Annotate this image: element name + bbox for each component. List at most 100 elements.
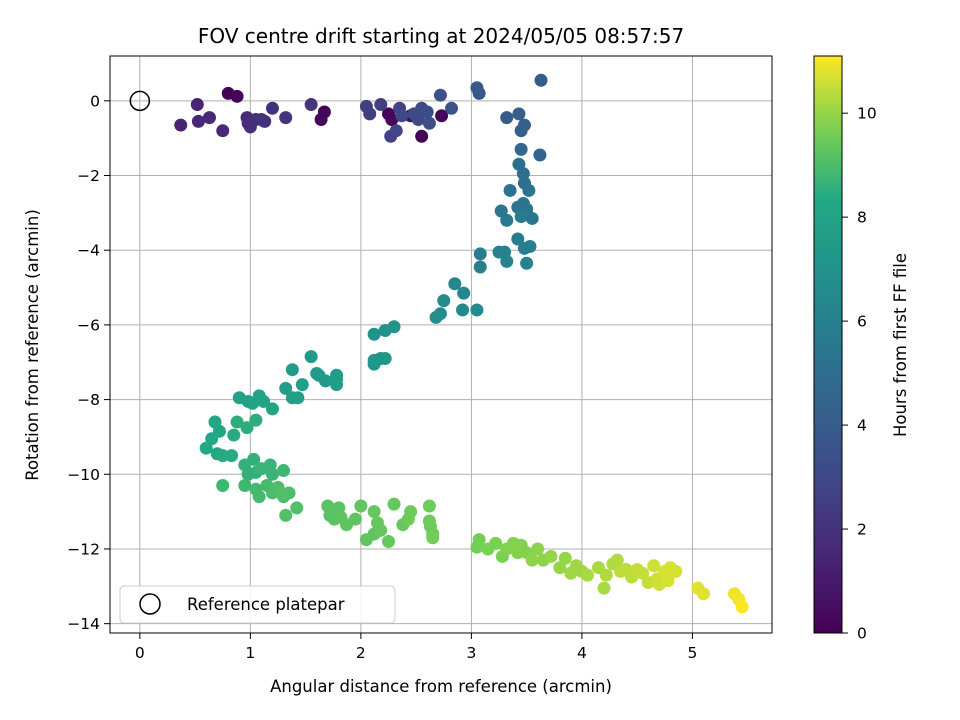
data-point xyxy=(472,533,486,547)
colorbar xyxy=(813,55,843,634)
data-point xyxy=(378,352,392,366)
legend: Reference platepar xyxy=(119,585,396,624)
data-point xyxy=(291,391,305,405)
colorbar-tick-label: 2 xyxy=(857,521,867,539)
y-tick-label: 0 xyxy=(90,92,100,110)
data-point xyxy=(265,101,279,115)
data-point xyxy=(473,247,487,261)
data-point xyxy=(448,277,462,291)
data-point xyxy=(230,415,244,429)
reference-platepar-marker xyxy=(129,90,151,112)
data-point xyxy=(514,210,528,224)
data-points xyxy=(174,73,749,614)
data-point xyxy=(514,142,528,156)
data-point xyxy=(216,124,230,138)
data-point xyxy=(314,112,328,126)
data-point xyxy=(503,183,517,197)
chart-title: FOV centre drift starting at 2024/05/05 … xyxy=(198,24,684,48)
data-point xyxy=(647,559,661,573)
data-point xyxy=(500,213,514,227)
data-point xyxy=(249,413,263,427)
data-point xyxy=(420,105,434,119)
legend-label: Reference platepar xyxy=(187,595,345,614)
data-point xyxy=(500,254,514,268)
data-point xyxy=(382,107,396,121)
data-point xyxy=(191,114,205,128)
data-point xyxy=(456,303,470,317)
x-tick-label: 4 xyxy=(577,644,587,662)
data-point xyxy=(277,464,291,478)
data-point xyxy=(437,294,451,308)
data-point xyxy=(274,486,288,500)
data-point xyxy=(444,101,458,115)
data-point xyxy=(534,73,548,87)
y-tick-label: −6 xyxy=(77,316,100,334)
y-tick-label: −8 xyxy=(77,391,100,409)
data-point xyxy=(382,535,396,549)
data-point xyxy=(489,536,503,550)
data-point xyxy=(285,363,299,377)
data-point xyxy=(190,98,204,112)
colorbar-tick-label: 10 xyxy=(857,105,877,123)
plot-frame xyxy=(109,55,773,634)
data-point xyxy=(304,350,318,364)
data-point xyxy=(389,124,403,138)
data-point xyxy=(295,378,309,392)
data-point xyxy=(544,549,558,563)
data-point xyxy=(348,512,362,526)
data-point xyxy=(422,499,436,513)
data-point xyxy=(517,118,531,132)
colorbar-tick-label: 8 xyxy=(857,209,867,227)
data-point xyxy=(597,581,611,595)
data-point xyxy=(265,402,279,416)
data-point xyxy=(199,441,213,455)
data-point xyxy=(225,449,239,463)
data-point xyxy=(395,109,409,123)
x-axis-label: Angular distance from reference (arcmin) xyxy=(270,677,612,696)
data-point xyxy=(429,310,443,324)
legend-marker xyxy=(139,593,161,615)
data-point xyxy=(415,129,429,143)
data-point xyxy=(258,114,272,128)
data-point xyxy=(404,505,418,519)
data-point xyxy=(511,232,525,246)
data-point xyxy=(387,320,401,334)
legend-box xyxy=(119,585,396,624)
data-point xyxy=(610,553,624,567)
data-point xyxy=(216,478,230,492)
data-point xyxy=(512,107,526,121)
data-point xyxy=(525,211,539,225)
data-point xyxy=(669,564,683,578)
data-point xyxy=(470,303,484,317)
data-point xyxy=(411,112,425,126)
data-point xyxy=(696,587,710,601)
data-point xyxy=(457,286,471,300)
data-point xyxy=(426,531,440,545)
colorbar-tick-label: 4 xyxy=(857,417,867,435)
data-point xyxy=(279,381,293,395)
data-point xyxy=(202,111,216,125)
data-point xyxy=(265,467,279,481)
x-tick-label: 2 xyxy=(356,644,366,662)
data-point xyxy=(174,118,188,132)
data-point xyxy=(363,107,377,121)
x-tick-label: 5 xyxy=(687,644,697,662)
y-tick-label: −2 xyxy=(77,167,100,185)
data-point xyxy=(240,421,254,435)
y-tick-label: −14 xyxy=(67,615,100,633)
data-point xyxy=(367,327,381,341)
data-point xyxy=(247,452,261,466)
data-point xyxy=(319,374,333,388)
colorbar-tick-label: 0 xyxy=(857,625,867,643)
data-point xyxy=(735,600,749,614)
data-point xyxy=(290,501,304,515)
axis-ticks: 0 1 2 3 4 5 0 −2 −4 −6 −8 −10 −12 −14 xyxy=(67,92,697,662)
data-point xyxy=(531,542,545,556)
data-point xyxy=(522,183,536,197)
x-tick-label: 0 xyxy=(135,644,145,662)
data-point xyxy=(523,239,537,253)
data-point xyxy=(472,86,486,100)
data-point xyxy=(374,98,388,112)
data-point xyxy=(238,478,252,492)
